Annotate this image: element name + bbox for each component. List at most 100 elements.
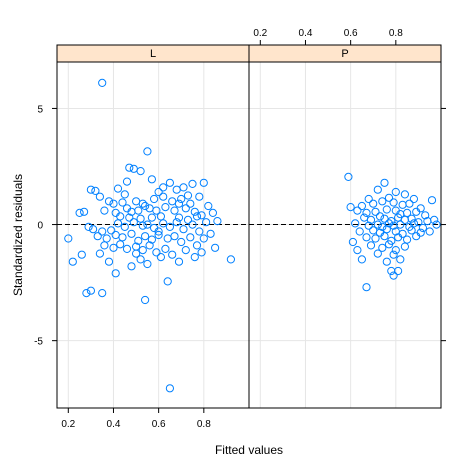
data-point [186,199,195,208]
data-point [125,213,134,222]
data-point [177,237,186,247]
data-point [353,246,362,255]
data-point [380,232,389,241]
data-point [89,225,98,234]
data-point [95,249,105,258]
data-point [364,194,373,204]
data-point [357,255,366,264]
y-axis-right [441,107,446,342]
data-point [344,172,353,181]
data-point [159,219,168,228]
data-point [170,206,179,215]
strip-label-P: P [341,48,348,60]
data-point [75,208,84,217]
data-point [396,255,405,264]
data-point [373,249,382,258]
data-point [403,235,412,244]
data-point [98,78,107,88]
data-point [107,226,116,235]
data-point [179,225,188,234]
data-point [181,246,190,255]
data-point [412,207,421,216]
points-P [344,172,441,292]
data-point [120,190,129,199]
data-point [159,183,168,192]
data-point [181,204,190,213]
data-point [120,222,129,231]
data-point [136,167,145,176]
data-point [98,289,107,298]
data-point [425,227,434,236]
data-point [161,244,170,253]
data-point [141,232,150,241]
data-point [346,203,355,212]
data-point [188,220,197,229]
points-L [64,78,235,393]
data-point [412,232,421,241]
x-tick-label: 0.4 [299,28,313,39]
data-point [418,223,427,233]
data-point [147,213,156,222]
data-point [147,235,156,244]
data-point [409,219,418,228]
data-point [77,250,86,259]
data-point [174,257,184,266]
y-axis-left: -5 0 5 [34,104,57,348]
data-point [118,233,127,242]
data-point [195,192,204,201]
x-tick-label: 0.6 [152,419,166,430]
panel-frame-P [248,61,442,409]
data-point [136,214,145,223]
data-point [156,253,165,262]
data-point [109,243,118,252]
data-point [380,214,389,223]
x-tick-label: 0.8 [389,28,403,39]
data-point [394,233,403,242]
y-axis-label: Standardized residuals [11,174,25,296]
data-point [407,214,416,223]
data-point [174,199,184,208]
data-point [163,234,172,243]
x-axis-label: Fitted values [215,443,283,457]
data-point [143,147,152,156]
data-point [98,227,107,236]
data-point [82,289,91,298]
data-point [204,201,213,211]
data-point [371,234,380,243]
data-point [100,241,109,250]
data-point [373,220,382,229]
data-point [362,208,371,217]
data-point [409,194,418,204]
data-point [147,175,156,184]
data-point [398,200,407,209]
data-point [382,205,391,214]
data-point [168,250,177,259]
data-point [80,207,89,216]
data-point [384,193,394,202]
data-point [192,241,202,250]
data-point [357,201,366,211]
data-point [378,243,387,252]
data-point [168,197,177,206]
data-point [211,243,220,252]
y-tick-label: 5 [37,104,43,115]
x-tick-label: 0.6 [344,28,358,39]
data-point [430,215,439,224]
data-point [100,206,109,215]
data-point [382,225,391,234]
x-tick-label: 0.2 [253,28,267,39]
data-point [122,177,132,186]
data-point [369,226,378,235]
data-point [134,206,143,215]
data-point [125,163,134,172]
data-point [378,197,387,206]
data-point [389,198,398,207]
data-point [389,271,398,280]
data-point [104,197,114,206]
data-point [152,206,161,215]
data-point [163,277,172,286]
data-point [159,192,168,201]
data-point [190,207,199,216]
data-point [195,227,204,236]
data-point [226,255,235,264]
